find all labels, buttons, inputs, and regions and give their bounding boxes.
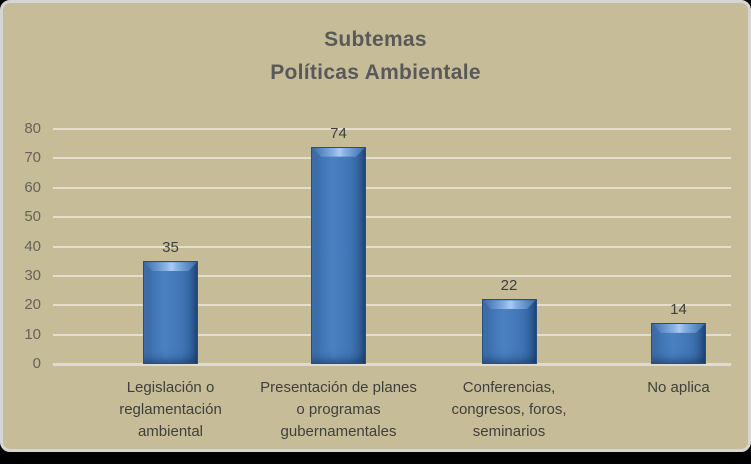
bar [481,299,537,364]
chart-title: Subtemas Políticas Ambientale [3,23,748,89]
y-axis-tick-label: 60 [24,178,41,196]
x-axis-category-label: Presentación de planes o programas guber… [260,379,417,440]
x-axis-line [53,363,731,366]
plot-area: 80 70 60 50 40 30 20 10 0 35 Legislación o reglame… [3,3,748,449]
chart-title-line2: Políticas Ambientale [270,61,481,84]
gridline [53,216,731,219]
y-axis-tick-label: 80 [24,120,41,137]
y-axis-tick-label: 50 [24,208,41,226]
gridline [53,333,731,336]
chart-title-line1: Subtemas [324,28,427,51]
y-axis-tick-label: 0 [32,355,41,372]
x-axis-category-label: Legislación o reglamentación ambiental [119,379,222,440]
y-axis-tick-label: 70 [24,149,41,167]
bar-value-label: 22 [500,277,518,295]
gridline [53,186,731,189]
bar [651,322,706,364]
bar [143,261,198,364]
gridline [53,304,731,307]
bottom-black-band [0,452,751,464]
chart-frame: Subtemas Políticas Ambientale 80 70 60 50 40… [0,0,751,452]
gridline [53,245,731,248]
bar-value-label: 35 [162,239,179,257]
y-axis-tick-label: 20 [24,296,41,314]
y-axis-tick-label: 10 [24,325,41,343]
gridline [53,274,731,277]
gridline [53,128,731,130]
gridline [53,157,731,160]
bar-value-label: 14 [670,300,687,318]
y-axis-tick-label: 40 [24,237,41,255]
x-axis-category-label: No aplica [647,379,710,396]
x-axis-category-label: Conferencias, congresos, foros, seminari… [451,379,567,440]
bar-value-label: 74 [330,124,347,142]
y-axis-tick-label: 30 [24,266,41,284]
bar [311,146,366,364]
